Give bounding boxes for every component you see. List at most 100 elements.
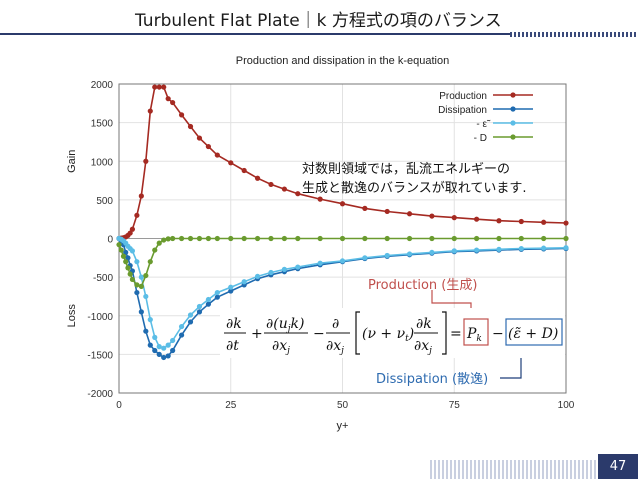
data-point: [116, 242, 122, 248]
data-point: [339, 201, 346, 207]
page-number: 47: [598, 454, 638, 479]
data-point: [541, 235, 547, 242]
data-point: [170, 235, 176, 242]
data-point: [228, 284, 234, 290]
data-point: [165, 353, 171, 359]
legend-marker: [510, 92, 516, 98]
y-tick-label: 2000: [91, 80, 114, 91]
data-point: [317, 260, 323, 266]
note-line-1: 対数則領域では，乱流エネルギーの: [302, 162, 511, 177]
data-point: [496, 218, 502, 224]
data-point: [134, 282, 140, 288]
y-axis-label-loss: Loss: [66, 304, 78, 328]
data-point: [120, 253, 127, 259]
svg-text:∂xj: ∂xj: [414, 338, 432, 356]
data-point: [214, 294, 220, 300]
data-point: [196, 309, 203, 315]
svg-text:+: +: [251, 326, 263, 342]
x-tick-label: 25: [225, 400, 237, 411]
data-point: [187, 123, 194, 130]
data-point: [129, 248, 136, 254]
data-point: [474, 247, 480, 253]
data-point: [134, 259, 140, 265]
k-equation: ∂k ∂t + ∂(ujk) ∂xj − ∂ ∂xj (ν + νt) ∂k ∂…: [220, 308, 565, 358]
data-point: [362, 235, 368, 242]
title-rule: [0, 32, 638, 38]
data-point: [147, 108, 153, 114]
data-point: [178, 332, 185, 338]
data-point: [563, 235, 569, 242]
data-point: [118, 247, 124, 253]
svg-text:Pk: Pk: [466, 326, 482, 344]
data-point: [161, 84, 167, 90]
data-point: [429, 213, 435, 219]
data-point: [165, 236, 171, 242]
data-point: [228, 235, 234, 242]
data-point: [541, 245, 547, 251]
y-axis-label-gain: Gain: [66, 150, 78, 173]
data-point: [138, 283, 144, 289]
data-point: [196, 235, 203, 242]
svg-text:−: −: [313, 326, 325, 342]
data-point: [474, 216, 480, 222]
legend-label: Dissipation: [438, 105, 487, 116]
y-tick-label: -500: [93, 273, 113, 284]
data-point: [254, 175, 261, 181]
data-point: [161, 354, 167, 361]
chart-title: Production and dissipation in the k-equa…: [236, 55, 449, 67]
data-point: [196, 135, 203, 141]
data-point: [125, 255, 131, 261]
data-point: [451, 248, 457, 254]
data-point: [123, 259, 129, 265]
data-point: [127, 271, 133, 277]
dissipation-label: Dissipation (散逸): [376, 372, 489, 387]
data-point: [205, 296, 211, 303]
data-point: [254, 235, 261, 242]
data-point: [138, 274, 144, 280]
data-point: [165, 96, 171, 102]
data-point: [518, 235, 524, 242]
data-point: [281, 186, 287, 192]
data-point: [406, 251, 413, 257]
svg-text:∂k: ∂k: [226, 316, 242, 332]
data-point: [205, 235, 211, 242]
data-point: [362, 255, 368, 261]
legend-marker: [510, 120, 516, 126]
data-point: [384, 208, 390, 215]
x-tick-label: 100: [558, 400, 575, 411]
title-rule-gradient: [510, 32, 638, 37]
production-label: Production (生成): [368, 278, 478, 293]
data-point: [228, 288, 234, 294]
data-point: [295, 235, 301, 242]
y-tick-label: 1500: [91, 119, 114, 130]
data-point: [228, 160, 234, 166]
data-point: [152, 84, 158, 90]
series-2: [116, 235, 569, 351]
data-point: [362, 205, 368, 211]
footer-gradient: [430, 460, 598, 479]
data-point: [147, 259, 153, 265]
data-point: [178, 323, 185, 330]
data-point: [563, 245, 569, 251]
data-point: [138, 309, 144, 315]
data-point: [496, 235, 502, 242]
data-point: [295, 191, 301, 197]
svg-text:∂: ∂: [332, 316, 339, 332]
data-point: [143, 293, 149, 300]
data-point: [496, 246, 502, 252]
data-point: [254, 273, 261, 279]
data-point: [147, 342, 153, 348]
series-3: [116, 235, 569, 289]
data-point: [178, 235, 185, 242]
legend-label: - ε̃: [476, 119, 491, 130]
data-point: [170, 347, 176, 354]
data-point: [451, 215, 457, 221]
data-point: [541, 219, 547, 225]
svg-text:∂xj: ∂xj: [326, 338, 344, 356]
data-point: [156, 351, 162, 357]
data-point: [384, 235, 390, 242]
svg-text:=: =: [450, 326, 462, 342]
data-point: [339, 235, 346, 242]
note-line-2: 生成と散逸のバランスが取れています.: [302, 181, 527, 196]
term-dk-dt: ∂k ∂t: [224, 316, 246, 354]
